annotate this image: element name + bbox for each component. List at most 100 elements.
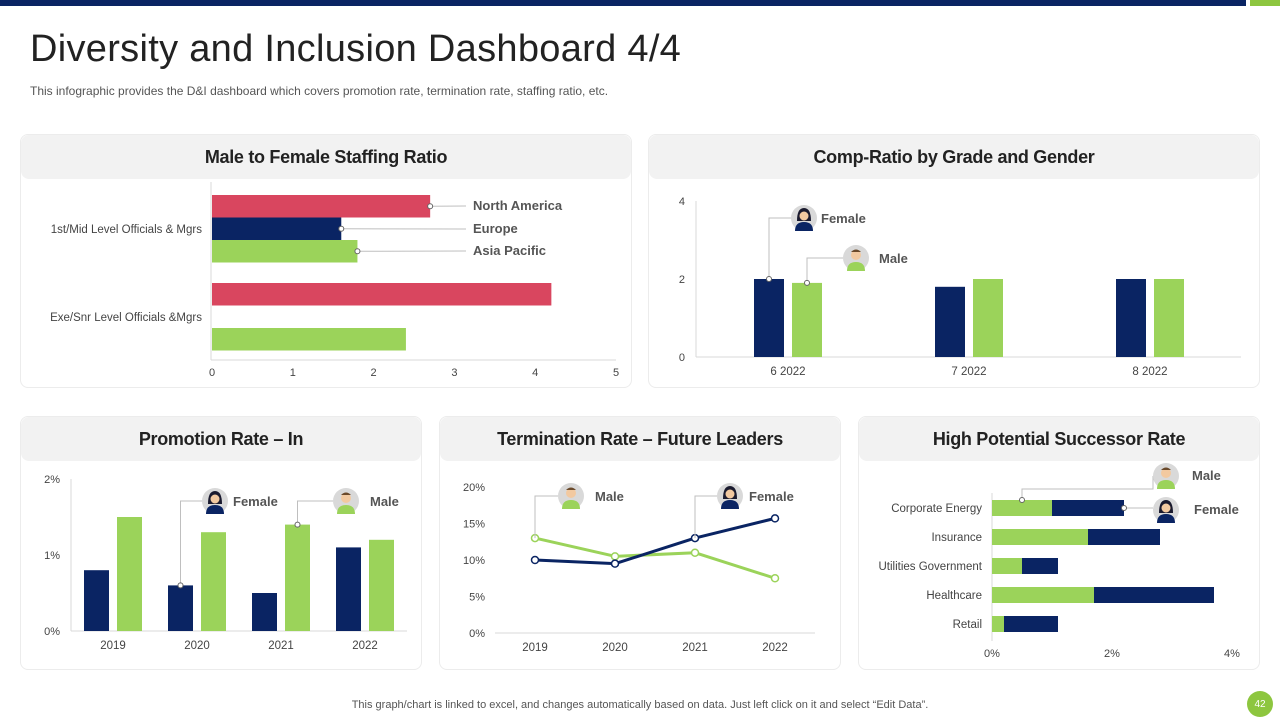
- staffing-ratio-chart[interactable]: 0 1 2 3 4 5 1st/Mid Level Officials & Mgrs Exe/…: [21, 135, 632, 388]
- comp-y-tick: 0: [679, 352, 685, 364]
- term-series-line: [534, 536, 776, 580]
- staffing-ratio-title: Male to Female Staffing Ratio: [21, 135, 631, 179]
- staffing-x-tick: 2: [371, 367, 377, 379]
- staffing-category-label: 1st/Mid Level Officials & Mgrs: [51, 224, 203, 236]
- comp-annotation-label: Male: [879, 251, 908, 266]
- term-series-line: [534, 516, 776, 566]
- successor-rate-chart[interactable]: 0% 2% 4% Corporate Energy Insurance Utilities…: [859, 417, 1260, 670]
- promo-leader-dot: [294, 521, 301, 528]
- term-x-tick: 2021: [682, 642, 708, 654]
- succ-x-tick: 2%: [1104, 648, 1120, 660]
- male-avatar-icon: [558, 483, 584, 509]
- succ-leader-line: [1021, 476, 1154, 500]
- promo-y-tick: 1%: [44, 550, 60, 562]
- staffing-category-label: Exe/Snr Level Officials &Mgrs: [50, 312, 202, 324]
- female-avatar-icon: [791, 205, 817, 231]
- comp-leader-dot: [766, 276, 772, 282]
- succ-annotation-label: Male: [1192, 468, 1221, 483]
- succ-leader-dot: [1121, 505, 1127, 511]
- succ-x-tick: 0%: [984, 648, 1000, 660]
- staffing-leader-dot: [338, 225, 345, 232]
- comp-x-tick: 6 2022: [770, 366, 805, 378]
- comp-bar: [754, 279, 784, 357]
- promo-bar: [252, 593, 277, 631]
- term-leader-line: [534, 495, 558, 539]
- promo-leader-line: [297, 500, 333, 525]
- page-subtitle: This infographic provides the D&I dashbo…: [30, 84, 609, 98]
- termination-rate-panel: Termination Rate – Future Leaders 0% 5% 10…: [439, 416, 841, 670]
- top-accent-bar-green: [1250, 0, 1280, 6]
- promo-y-tick: 0%: [44, 626, 60, 638]
- staffing-x-tick: 5: [613, 367, 619, 379]
- comp-ratio-panel: Comp-Ratio by Grade and Gender 0 2 4 6 2022…: [648, 134, 1260, 388]
- term-annotation-label: Female: [749, 489, 794, 504]
- promo-leader-line: [180, 500, 202, 586]
- comp-bar: [1154, 279, 1184, 357]
- succ-leader-dot: [1019, 497, 1025, 503]
- comp-leader-dot: [804, 279, 810, 286]
- succ-bar: [992, 587, 1094, 603]
- promotion-rate-panel: Promotion Rate – In 0% 1% 2% 2019 2020 2021 20…: [20, 416, 422, 670]
- term-y-tick: 10%: [463, 555, 485, 567]
- promo-annotation-label: Male: [370, 494, 399, 509]
- promo-y-tick: 2%: [44, 474, 60, 486]
- term-annotation-label: Male: [595, 489, 624, 504]
- staffing-leader-dot: [354, 248, 361, 255]
- term-y-tick: 15%: [463, 519, 485, 531]
- staffing-bar: [212, 328, 406, 351]
- comp-bar: [973, 279, 1003, 357]
- staffing-bar: [212, 283, 552, 306]
- termination-rate-title: Termination Rate – Future Leaders: [440, 417, 840, 461]
- promotion-rate-title: Promotion Rate – In: [21, 417, 421, 461]
- succ-bar: [1094, 587, 1214, 603]
- term-point: [610, 559, 620, 568]
- staffing-annotation-label: North America: [473, 198, 563, 213]
- succ-bar: [1022, 558, 1058, 574]
- promo-bar: [201, 532, 226, 631]
- promotion-rate-chart[interactable]: 0% 1% 2% 2019 2020 2021 2022 Female Male: [21, 417, 422, 670]
- term-point: [690, 548, 700, 557]
- succ-category-label: Utilities Government: [878, 561, 982, 573]
- page-number-badge: 42: [1247, 691, 1273, 717]
- male-avatar-icon: [843, 245, 869, 271]
- succ-x-tick: 4%: [1224, 648, 1240, 660]
- promo-bar: [369, 539, 394, 631]
- succ-category-label: Healthcare: [926, 590, 982, 602]
- male-avatar-icon: [1153, 463, 1179, 489]
- succ-bar: [1052, 500, 1124, 516]
- promo-x-tick: 2021: [268, 640, 294, 652]
- term-point: [530, 555, 540, 565]
- term-x-tick: 2019: [522, 642, 548, 654]
- staffing-x-tick: 3: [451, 367, 457, 379]
- staffing-x-tick: 1: [290, 367, 296, 379]
- successor-rate-panel: High Potential Successor Rate 0% 2% 4% Corp…: [858, 416, 1260, 670]
- staffing-ratio-panel: Male to Female Staffing Ratio 0 1 2 3 4 5 1st/…: [20, 134, 632, 388]
- succ-annotation-label: Female: [1194, 502, 1239, 517]
- promo-x-tick: 2022: [352, 640, 378, 652]
- comp-ratio-chart[interactable]: 0 2 4 6 2022 7 2022 8 2022 Female Male: [649, 135, 1260, 388]
- term-leader-line: [694, 495, 717, 539]
- term-point: [610, 552, 620, 561]
- comp-leader-line: [768, 217, 792, 279]
- succ-bar: [1088, 529, 1160, 545]
- succ-bar: [992, 616, 1004, 632]
- female-avatar-icon: [202, 488, 228, 514]
- promo-leader-dot: [177, 582, 184, 589]
- staffing-x-tick: 4: [532, 367, 538, 379]
- succ-category-label: Retail: [953, 619, 982, 631]
- staffing-bar: [212, 195, 431, 218]
- footer-note: This graph/chart is linked to excel, and…: [351, 699, 929, 711]
- staffing-bar: [212, 217, 342, 240]
- staffing-bar: [212, 240, 358, 263]
- term-y-tick: 5%: [469, 592, 485, 604]
- term-x-tick: 2022: [762, 642, 788, 654]
- comp-x-tick: 7 2022: [951, 366, 986, 378]
- staffing-annotation-label: Europe: [473, 221, 518, 236]
- promo-annotation-label: Female: [233, 494, 278, 509]
- succ-bar: [992, 558, 1022, 574]
- male-avatar-icon: [333, 488, 359, 514]
- termination-rate-chart[interactable]: 0% 5% 10% 15% 20% 2019 2020 2021 2022 Male Female: [440, 417, 841, 670]
- promo-bar: [285, 524, 310, 631]
- succ-bar: [1004, 616, 1058, 632]
- female-avatar-icon: [717, 483, 743, 509]
